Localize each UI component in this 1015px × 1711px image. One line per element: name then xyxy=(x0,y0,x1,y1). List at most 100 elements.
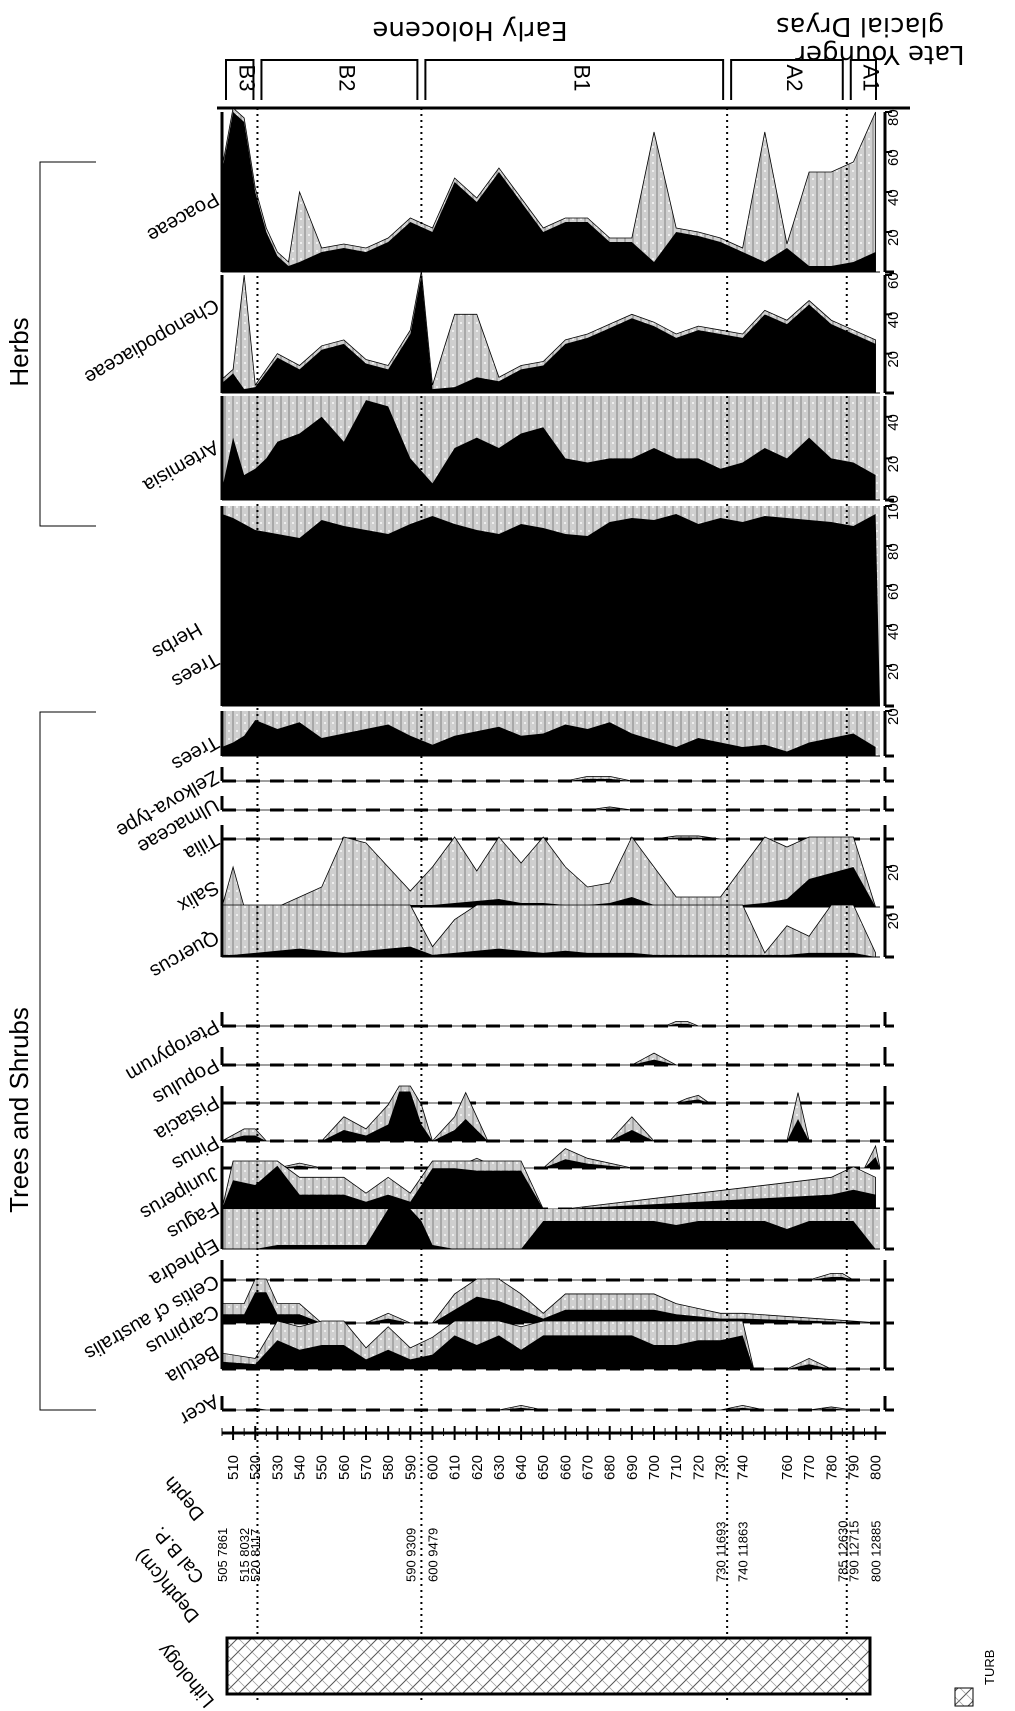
quercus-area xyxy=(222,946,876,957)
depth-tick-label-610: 610 xyxy=(447,1455,464,1480)
depth-tick-label-560: 560 xyxy=(336,1455,353,1480)
depth-tick-label-680: 680 xyxy=(602,1455,619,1480)
chenopodiaceae-tick-label-40: 40 xyxy=(885,312,902,329)
zone-label-b3: B3 xyxy=(235,65,260,92)
poaceae-area xyxy=(222,112,876,272)
panel-salix: 20 Salix xyxy=(174,836,902,916)
quercus-label: Quercus xyxy=(146,926,222,983)
trees-label: Trees xyxy=(168,731,223,775)
depth-tick-label-530: 530 xyxy=(269,1455,286,1480)
trees-herbs-tick-label-100: 100 xyxy=(885,495,902,520)
acer-label: Acer xyxy=(176,1390,223,1430)
zone-label-b1: B1 xyxy=(569,65,594,92)
juniperus-exaggeration-area xyxy=(222,1144,881,1169)
trees-tick-label-20: 20 xyxy=(885,708,902,725)
depth-tick-label-740: 740 xyxy=(735,1455,752,1480)
celtis-cf-australis-area xyxy=(222,1277,880,1280)
panel-pteropyrum: Pteropyrum xyxy=(122,1012,894,1085)
age-label-790: 790 12715 xyxy=(846,1521,861,1582)
fagus-area xyxy=(222,1165,876,1209)
trees-area xyxy=(222,720,876,756)
artemisia-tick-label-20: 20 xyxy=(885,456,902,473)
late-younger-dryas-heading-2: glacial Dryas xyxy=(776,11,944,41)
populus-exaggeration-area xyxy=(222,1052,880,1066)
depth-tick-label-650: 650 xyxy=(535,1455,552,1480)
carpinus-area xyxy=(222,1292,880,1323)
poaceae-tick-label-60: 60 xyxy=(885,149,902,166)
panel-chenopodiaceae: 20 40 60 Chenopodiaceae xyxy=(81,270,902,395)
age-label-800: 800 12885 xyxy=(869,1521,884,1582)
late-younger-dryas-heading-1: Late Younger xyxy=(795,39,965,69)
depth-tick-label-730: 730 xyxy=(712,1455,729,1480)
age-label-505: 505 7861 xyxy=(215,1528,230,1582)
panel-quercus: 20 Quercus xyxy=(146,904,902,983)
depth-tick-label-550: 550 xyxy=(314,1455,331,1480)
zone-bar: B3 B2 B1 A2 A1 xyxy=(217,59,910,110)
artemisia-area xyxy=(222,400,876,500)
depth-axis: 510 520 530 540 550 560 570 580 590 600 610 620 630 6… xyxy=(221,1426,886,1480)
trees-herbs-tick-label-20: 20 xyxy=(885,663,902,680)
lithology-column xyxy=(225,1636,872,1696)
depth-tick-label-640: 640 xyxy=(513,1455,530,1480)
age-label-730: 730 11693 xyxy=(713,1522,728,1583)
zelkova-type-exaggeration-area xyxy=(222,775,880,782)
zone-bracket-b3 xyxy=(225,59,255,100)
depth-tick-label-800: 800 xyxy=(868,1455,885,1480)
trees-herbs-tick-label-40: 40 xyxy=(885,623,902,640)
pollen-panels: 20 40 60 80 Poaceae 20 40 60 Chenopodiaceae 20 40 A… xyxy=(81,107,902,1430)
depth-tick-label-710: 710 xyxy=(668,1455,685,1480)
panel-trees: 20 Trees xyxy=(168,708,902,775)
depth-tick-label-670: 670 xyxy=(580,1455,597,1480)
zone-bracket-a2 xyxy=(730,59,844,100)
herbs-bracket xyxy=(39,161,96,527)
zone-label-b2: B2 xyxy=(334,65,359,92)
depth-tick-label-580: 580 xyxy=(380,1455,397,1480)
depth-tick-label-720: 720 xyxy=(690,1455,707,1480)
herbs-group-label: Herbs xyxy=(4,317,34,386)
trees-herbs-tick-label-60: 60 xyxy=(885,583,902,600)
age-label-590: 590 9309 xyxy=(403,1528,418,1582)
pinus-area xyxy=(222,1091,880,1141)
zone-label-a2: A2 xyxy=(782,65,807,92)
chenopodiaceae-area xyxy=(222,275,876,393)
chenopodiaceae-tick-label-60: 60 xyxy=(885,272,902,289)
age-label-785: 785 12630 xyxy=(835,1521,850,1582)
trees-and-shrubs-group-label: Trees and Shrubs xyxy=(4,1007,34,1213)
panel-artemisia: 20 40 Artemisia xyxy=(139,396,902,502)
early-holocene-heading: Early Holocene xyxy=(372,15,567,45)
poaceae-label: Poaceae xyxy=(143,188,222,247)
panel-zelkova-type: Zelkova-type xyxy=(112,766,894,842)
panel-betula: Betula xyxy=(162,1320,894,1389)
quercus-exaggeration-area xyxy=(221,904,876,958)
turb-legend-swatch xyxy=(954,1687,974,1707)
panel-populus: Populus xyxy=(149,1047,894,1109)
artemisia-label: Artemisia xyxy=(139,436,223,497)
panel-acer: Acer xyxy=(176,1390,894,1430)
quercus-tick-label-20: 20 xyxy=(885,913,902,930)
zone-bracket-a1 xyxy=(849,59,877,100)
age-label-520: 520 8117 xyxy=(248,1529,263,1582)
depth-tick-label-570: 570 xyxy=(358,1455,375,1480)
depth-tick-label-790: 790 xyxy=(845,1455,862,1480)
pinus-exaggeration-area xyxy=(221,1085,880,1142)
depth-tick-label-600: 600 xyxy=(424,1455,441,1480)
chenopodiaceae-label: Chenopodiaceae xyxy=(81,294,223,389)
depth-tick-label-540: 540 xyxy=(292,1455,309,1480)
trees-herbs-tick-label-80: 80 xyxy=(885,543,902,560)
poaceae-tick-label-20: 20 xyxy=(885,229,902,246)
herbs-area xyxy=(222,514,880,706)
artemisia-tick-label-40: 40 xyxy=(885,414,902,431)
poaceae-tick-label-40: 40 xyxy=(885,189,902,206)
depth-tick-label-620: 620 xyxy=(469,1455,486,1480)
zone-bracket-b1 xyxy=(424,59,725,100)
depth-tick-label-780: 780 xyxy=(823,1455,840,1480)
depth-tick-label-590: 590 xyxy=(402,1455,419,1480)
zone-bracket-b2 xyxy=(260,59,419,100)
poaceae-tick-label-80: 80 xyxy=(885,109,902,126)
depth-tick-label-630: 630 xyxy=(491,1455,508,1480)
depth-tick-label-510: 510 xyxy=(225,1455,242,1480)
depth-tick-label-690: 690 xyxy=(624,1455,641,1480)
